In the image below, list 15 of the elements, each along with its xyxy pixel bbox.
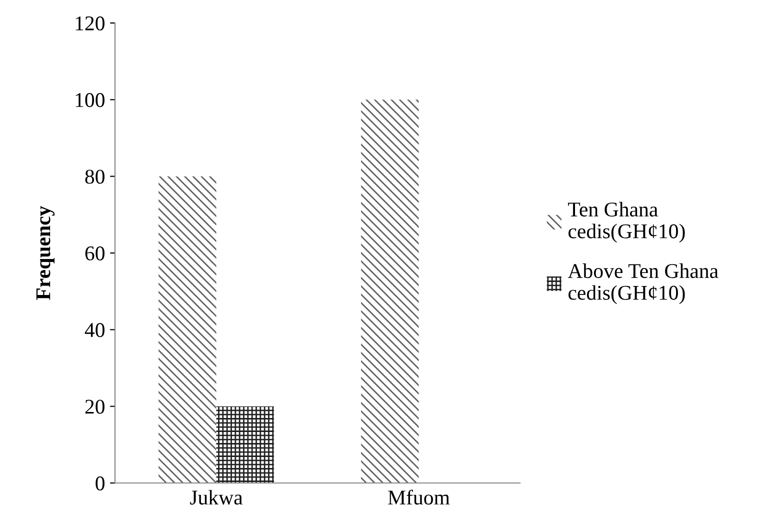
y-axis-title: Frequency: [36, 206, 55, 300]
y-tick-label: 40: [84, 323, 104, 338]
y-tick-label: 120: [76, 16, 104, 30]
x-tick-label: Jukwa: [190, 490, 243, 505]
y-tick-label: 60: [85, 246, 104, 260]
bar: [216, 406, 274, 483]
y-tick-label: 20: [85, 400, 104, 414]
x-tick-label: Mfuom: [388, 490, 450, 505]
y-tick-label: 100: [76, 93, 104, 108]
bar: [158, 176, 216, 483]
y-tick-label: 80: [85, 170, 104, 184]
y-tick-label: 0: [96, 476, 104, 490]
bar: [361, 100, 419, 483]
legend-label: Above Ten Ghana cedis(GH¢10): [568, 263, 718, 304]
legend-label: Ten Ghana cedis(GH¢10): [568, 202, 685, 243]
